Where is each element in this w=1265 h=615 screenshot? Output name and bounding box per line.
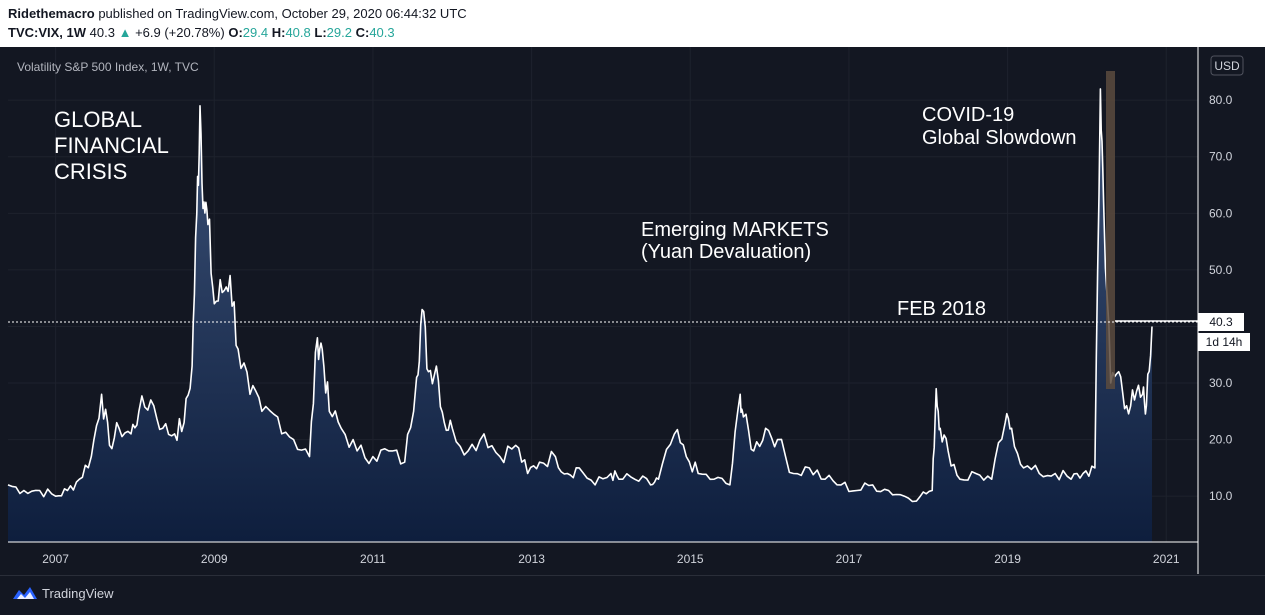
vix-chart[interactable]: 10.020.030.040.050.060.070.080.020072009… — [0, 47, 1265, 575]
currency-badge-box — [1210, 55, 1244, 76]
annotation-emerging: Emerging MARKETS (Yuan Devaluation) — [641, 219, 829, 263]
symbol-label: TVC:VIX, 1W — [8, 25, 87, 40]
tradingview-logo-icon — [13, 587, 37, 599]
chart-area[interactable]: 10.020.030.040.050.060.070.080.020072009… — [0, 47, 1265, 575]
y-tick-label: 50.0 — [1209, 263, 1233, 277]
x-tick-label: 2009 — [201, 552, 228, 566]
close-value: 40.3 — [369, 25, 395, 40]
x-tick-label: 2015 — [677, 552, 704, 566]
y-tick-label: 80.0 — [1209, 93, 1233, 107]
price-tag: 40.3 1d 14h — [1198, 313, 1250, 351]
area-fill — [8, 88, 1152, 543]
low-value: 29.2 — [326, 25, 352, 40]
symbol-line: TVC:VIX, 1W 40.3 ▲ +6.9 (+20.78%) O:29.4… — [8, 25, 395, 40]
countdown-value: 1d 14h — [1206, 335, 1243, 349]
published-text: published on TradingView.com, October 29… — [98, 6, 467, 21]
x-tick-label: 2013 — [518, 552, 545, 566]
x-tick-label: 2007 — [42, 552, 69, 566]
y-tick-label: 30.0 — [1209, 376, 1233, 390]
annotation-covid-line2: Global Slowdown — [922, 127, 1077, 149]
annotation-emerging-line1: Emerging MARKETS — [641, 219, 829, 241]
currency-label: USD — [1214, 59, 1240, 73]
author-name[interactable]: Ridethemacro — [8, 6, 95, 21]
annotation-gfc-line3: CRISIS — [54, 159, 127, 184]
publication-header: Ridethemacro published on TradingView.co… — [0, 0, 1265, 47]
annotation-covid-line1: COVID-19 — [922, 104, 1014, 126]
price-tag-box — [1198, 313, 1244, 331]
annotation-gfc: GLOBAL FINANCIAL CRISIS — [54, 107, 169, 184]
legend-title: Volatility S&P 500 Index, 1W, TVC — [17, 60, 199, 74]
y-tick-label: 70.0 — [1209, 150, 1233, 164]
publication-line: Ridethemacro published on TradingView.co… — [8, 6, 467, 21]
price-tag-value: 40.3 — [1209, 315, 1233, 329]
high-label: H: — [271, 25, 286, 40]
y-tick-label: 20.0 — [1209, 433, 1233, 447]
vix-series-line[interactable] — [7, 88, 1153, 503]
y-tick-label: 10.0 — [1209, 489, 1233, 503]
low-label: L: — [314, 25, 327, 40]
open-value: 29.4 — [242, 25, 269, 40]
annotation-emerging-line2: (Yuan Devaluation) — [641, 241, 811, 263]
x-tick-label: 2017 — [836, 552, 863, 566]
price-change: +6.9 (+20.78%) — [135, 25, 225, 40]
countdown-box — [1198, 333, 1250, 351]
footer: TradingView — [0, 575, 1265, 615]
change-up-icon: ▲ — [118, 25, 132, 40]
covid-spike-bar — [1106, 71, 1115, 389]
close-label: C: — [355, 25, 370, 40]
annotation-covid: COVID-19 Global Slowdown — [922, 104, 1077, 149]
brand-label: TradingView — [42, 585, 114, 601]
high-value: 40.8 — [285, 25, 311, 40]
x-tick-label: 2011 — [360, 552, 386, 566]
annotation-gfc-line2: FINANCIAL — [54, 133, 169, 158]
open-label: O: — [228, 25, 243, 40]
last-price: 40.3 — [89, 25, 115, 40]
annotation-gfc-line1: GLOBAL — [54, 107, 142, 132]
annotation-feb2018: FEB 2018 — [897, 298, 986, 320]
x-tick-label: 2021 — [1153, 552, 1180, 566]
tradingview-logo[interactable]: TradingView — [12, 585, 114, 601]
x-tick-label: 2019 — [994, 552, 1021, 566]
y-tick-label: 60.0 — [1209, 206, 1233, 220]
currency-badge[interactable]: USD — [1210, 55, 1244, 76]
